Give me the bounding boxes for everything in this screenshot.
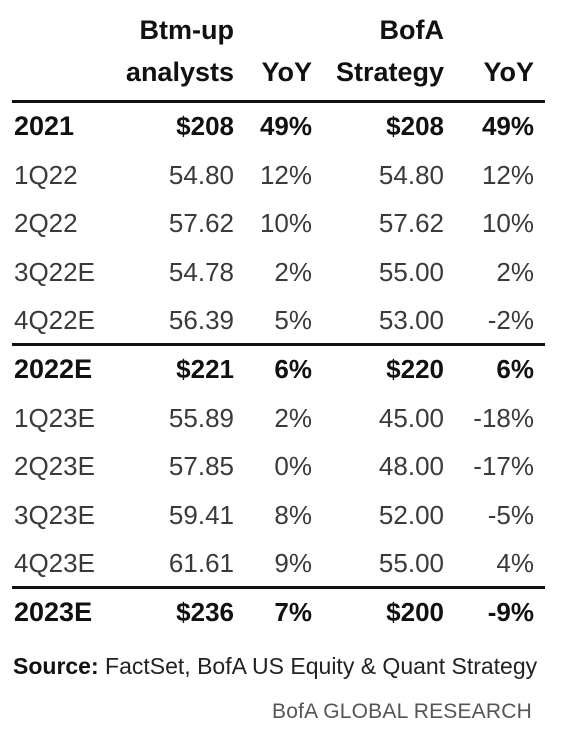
table-rule [12,586,545,589]
source-text: FactSet, BofA US Equity & Quant Strategy [98,653,538,679]
bofa-value: 54.80 [378,159,444,190]
btm-up-value: 57.62 [168,208,234,239]
table-row: 3Q23E 59.41 8% 52.00 -5% [0,491,563,539]
bofa-value: $208 [386,111,444,141]
btm-up-value: 57.85 [168,451,234,482]
header-bofa-line1: BofA [379,15,444,45]
header-row-2: analysts YoY Strategy YoY [0,52,563,92]
table-row: 2021 $208 49% $208 49% [0,102,563,150]
header-btm-up-line1: Btm-up [139,15,234,45]
header-row-1: Btm-up BofA [0,10,563,50]
btm-up-yoy: 8% [274,499,312,530]
bofa-yoy: -9% [487,597,534,627]
btm-up-yoy: 0% [274,451,312,482]
table-row: 4Q22E 56.39 5% 53.00 -2% [0,296,563,344]
bofa-value: 52.00 [378,499,444,530]
btm-up-yoy: 7% [274,597,312,627]
bofa-yoy: -5% [487,499,534,530]
row-label: 4Q22E [14,305,95,336]
btm-up-value: 61.61 [168,548,234,579]
btm-up-value: $236 [176,597,234,627]
brand-footer: BofA GLOBAL RESEARCH [272,700,532,723]
bofa-value: 55.00 [378,548,444,579]
bofa-value: $200 [386,597,444,627]
bofa-value: 55.00 [378,256,444,287]
bofa-yoy: 49% [481,111,534,141]
btm-up-value: 59.41 [168,499,234,530]
btm-up-yoy: 6% [274,354,312,384]
bofa-value: $220 [386,354,444,384]
source-note: Source: FactSet, BofA US Equity & Quant … [13,653,537,680]
btm-up-yoy: 9% [274,548,312,579]
table-row: 4Q23E 61.61 9% 55.00 4% [0,539,563,587]
table-row: 2023E $236 7% $200 -9% [0,588,563,636]
row-label: 3Q23E [14,499,95,530]
row-label: 2023E [14,597,93,627]
header-btm-up-line2: analysts [125,57,234,87]
table-row: 1Q22 54.80 12% 54.80 12% [0,151,563,199]
bofa-value: 48.00 [378,451,444,482]
bofa-value: 57.62 [378,208,444,239]
btm-up-yoy: 5% [274,305,312,336]
row-label: 1Q23E [14,402,95,433]
row-label: 2Q23E [14,451,95,482]
btm-up-yoy: 49% [259,111,312,141]
row-label: 4Q23E [14,548,95,579]
bofa-yoy: 10% [481,208,534,239]
btm-up-value: 54.80 [168,159,234,190]
header-btm-up-yoy: YoY [261,57,312,87]
table-row: 2Q22 57.62 10% 57.62 10% [0,199,563,247]
row-label: 2022E [14,354,93,384]
table-rule [12,100,545,103]
row-label: 2Q22 [14,208,78,239]
table-row: 3Q22E 54.78 2% 55.00 2% [0,248,563,296]
bofa-yoy: -18% [473,402,534,433]
table-rule [12,343,545,346]
table-row: 2Q23E 57.85 0% 48.00 -17% [0,442,563,490]
btm-up-yoy: 2% [274,402,312,433]
bofa-yoy: -17% [473,451,534,482]
bofa-yoy: -2% [487,305,534,336]
btm-up-value: $221 [176,354,234,384]
bofa-yoy: 2% [496,256,534,287]
header-bofa-line2: Strategy [335,57,444,87]
row-label: 1Q22 [14,159,78,190]
row-label: 2021 [14,111,75,141]
btm-up-value: 56.39 [168,305,234,336]
bofa-value: 45.00 [378,402,444,433]
table-row: 2022E $221 6% $220 6% [0,345,563,393]
source-prefix: Source: [13,653,99,679]
header-bofa-yoy: YoY [483,57,534,87]
btm-up-value: 54.78 [168,256,234,287]
btm-up-value: $208 [176,111,234,141]
bofa-yoy: 4% [496,548,534,579]
bofa-yoy: 12% [481,159,534,190]
btm-up-yoy: 2% [274,256,312,287]
table-row: 1Q23E 55.89 2% 45.00 -18% [0,394,563,442]
btm-up-value: 55.89 [168,402,234,433]
btm-up-yoy: 12% [259,159,312,190]
bofa-yoy: 6% [496,354,534,384]
row-label: 3Q22E [14,256,95,287]
bofa-value: 53.00 [378,305,444,336]
btm-up-yoy: 10% [259,208,312,239]
